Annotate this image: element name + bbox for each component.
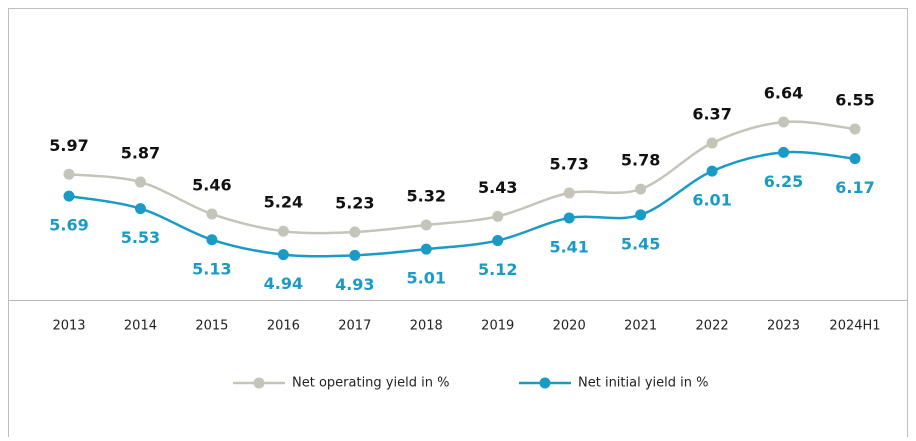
- point: [134, 203, 146, 215]
- x-tick-label: 2020: [553, 319, 586, 334]
- data-label: 5.13: [192, 259, 231, 278]
- point: [206, 208, 218, 220]
- point: [349, 226, 361, 238]
- point: [277, 249, 289, 261]
- x-tick-label: 2016: [267, 319, 300, 334]
- data-label: 6.37: [692, 105, 731, 124]
- data-label: 4.94: [264, 274, 303, 293]
- point: [706, 137, 718, 149]
- point: [563, 187, 575, 199]
- data-label: 5.32: [407, 186, 446, 205]
- point: [134, 176, 146, 188]
- series-line: [68, 150, 856, 258]
- data-label: 5.01: [407, 269, 446, 288]
- data-label: 5.12: [478, 260, 517, 279]
- point: [63, 168, 75, 180]
- data-label: 5.45: [621, 234, 660, 253]
- x-tick-label: 2018: [410, 319, 443, 334]
- point: [635, 209, 647, 221]
- point: [778, 146, 790, 158]
- data-label: 6.17: [835, 178, 874, 197]
- point: [849, 123, 861, 135]
- x-tick-label: 2022: [696, 319, 729, 334]
- point: [349, 249, 361, 261]
- data-label: 5.43: [478, 178, 517, 197]
- x-tick-label: 2017: [338, 319, 371, 334]
- point: [635, 183, 647, 195]
- x-tick-label: 2019: [481, 319, 514, 334]
- point: [206, 234, 218, 246]
- data-label: 5.24: [264, 193, 303, 212]
- data-label: 5.97: [49, 136, 88, 155]
- data-label: 5.41: [549, 237, 588, 256]
- point: [277, 225, 289, 237]
- x-tick-label: 2015: [195, 319, 228, 334]
- data-label: 6.64: [764, 84, 803, 103]
- point: [420, 243, 432, 255]
- point: [778, 116, 790, 128]
- x-tick-label: 2014: [124, 319, 157, 334]
- legend-marker: [539, 377, 551, 389]
- x-tick-label: 2021: [624, 319, 657, 334]
- data-label: 5.73: [549, 154, 588, 173]
- data-label: 5.46: [192, 176, 231, 195]
- point: [849, 153, 861, 165]
- data-label: 4.93: [335, 275, 374, 294]
- data-label: 5.53: [121, 228, 160, 247]
- point: [706, 165, 718, 177]
- point: [563, 212, 575, 224]
- frame: [8, 8, 908, 437]
- data-label: 5.87: [121, 144, 160, 163]
- data-label: 6.01: [692, 191, 731, 210]
- data-label: 5.69: [49, 216, 88, 235]
- point: [492, 210, 504, 222]
- series-line: [68, 120, 856, 235]
- x-tick-label: 2024H1: [829, 319, 880, 334]
- legend-label: Net operating yield in %: [292, 376, 449, 391]
- point: [420, 219, 432, 231]
- x-tick-label: 2023: [767, 319, 800, 334]
- data-label: 6.25: [764, 172, 803, 191]
- data-label: 5.23: [335, 193, 374, 212]
- data-label: 6.55: [835, 91, 874, 110]
- legend-marker: [253, 377, 265, 389]
- point: [492, 235, 504, 247]
- legend-label: Net initial yield in %: [578, 376, 708, 391]
- x-tick-label: 2013: [52, 319, 85, 334]
- point: [63, 190, 75, 202]
- data-label: 5.78: [621, 151, 660, 170]
